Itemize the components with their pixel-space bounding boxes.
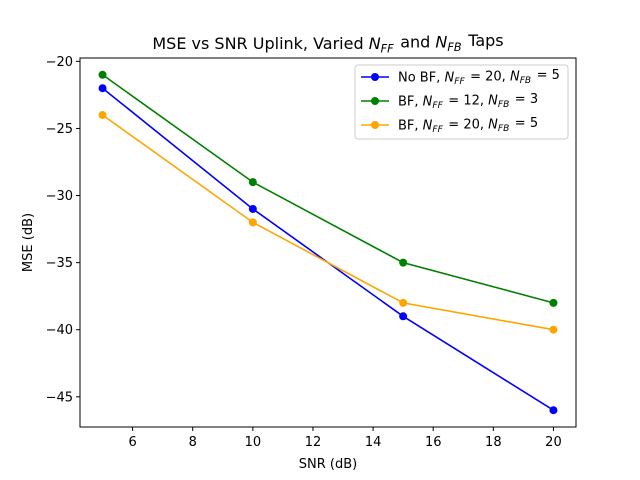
series-line-2 [102, 114, 554, 331]
y-tick-label-0: −45 [46, 390, 73, 405]
y-tick-label-2: −35 [46, 256, 73, 271]
data-point-2-1 [248, 218, 257, 227]
x-tick-label-0: 6 [128, 435, 136, 450]
x-tick-label-4: 14 [365, 435, 382, 450]
data-point-2-3 [549, 325, 558, 334]
data-point-0-1 [248, 204, 257, 213]
legend-marker-2 [371, 121, 379, 129]
y-tick-label-5: −20 [46, 55, 73, 70]
data-point-0-3 [549, 406, 558, 415]
legend-label-2: BF, NFF = 20, NFB = 5 [398, 116, 538, 135]
y-tick-label-4: −25 [46, 122, 73, 137]
legend: No BF, NFF = 20, NFB = 5 BF, NFF = 12, NF… [354, 64, 569, 140]
data-point-2-0 [98, 111, 107, 120]
y-tick-label-1: −40 [46, 323, 73, 338]
legend-marker-1 [371, 97, 379, 105]
chart-title: MSE vs SNR Uplink, Varied NFF and NFB Ta… [152, 31, 503, 55]
legend-label-1: BF, NFF = 12, NFB = 3 [398, 92, 538, 111]
y-tick-label-3: −30 [46, 189, 73, 204]
data-point-1-1 [248, 178, 257, 187]
x-tick-label-6: 18 [485, 435, 502, 450]
plot-frame [79, 57, 577, 428]
data-point-1-0 [98, 70, 107, 79]
legend-marker-0 [371, 73, 379, 81]
legend-label-0: No BF, NFF = 20, NFB = 5 [398, 68, 560, 87]
data-point-1-2 [399, 258, 408, 267]
x-tick-label-2: 10 [245, 435, 262, 450]
y-axis-label: MSE (dB) [21, 213, 36, 272]
x-tick-label-5: 16 [425, 435, 442, 450]
data-point-0-2 [399, 312, 408, 321]
data-point-2-2 [399, 298, 408, 307]
series-line-1 [102, 74, 554, 304]
x-tick-label-3: 12 [305, 435, 322, 450]
data-point-0-0 [98, 84, 107, 93]
x-tick-label-1: 8 [189, 435, 197, 450]
x-axis-label: SNR (dB) [299, 457, 357, 472]
x-tick-label-7: 20 [545, 435, 562, 450]
legend-box [354, 64, 569, 140]
data-point-1-3 [549, 298, 558, 307]
